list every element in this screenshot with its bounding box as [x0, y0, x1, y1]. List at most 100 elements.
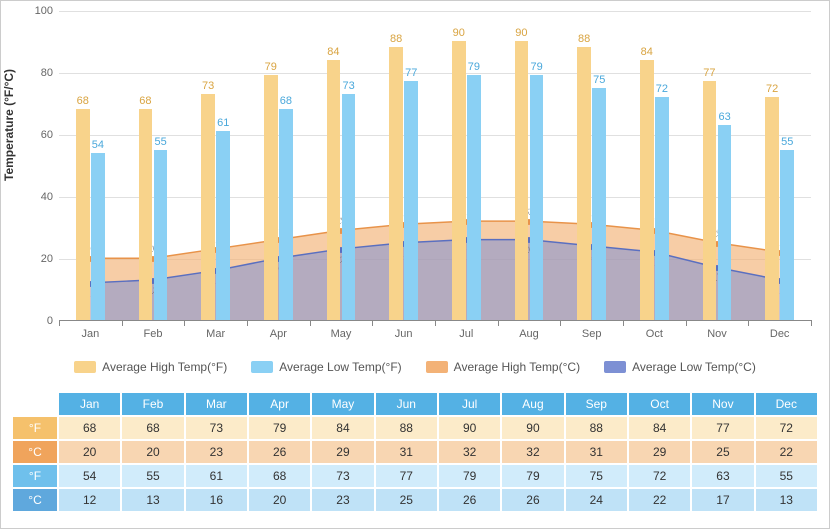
table-header-cell: Oct [629, 393, 690, 415]
table-header-cell: Aug [502, 393, 563, 415]
bar-value-label: 90 [506, 27, 536, 39]
bar-low_f [530, 75, 544, 320]
bar-value-label: 88 [569, 33, 599, 45]
legend-item: Average Low Temp(°C) [604, 359, 756, 374]
gridline [59, 11, 811, 12]
table-row-head: °C [13, 441, 57, 463]
area-line-high_c [90, 221, 779, 258]
bar-low_f [404, 81, 418, 320]
bar-value-label: 88 [381, 33, 411, 45]
bar-value-label: 68 [271, 95, 301, 107]
table-cell: 26 [249, 441, 310, 463]
bar-high_f [264, 75, 278, 320]
bar-low_f [342, 94, 356, 320]
table-cell: 20 [122, 441, 183, 463]
chart-region: Temperature (°F/°C) 020406080100JanFebMa… [1, 1, 829, 361]
table-cell: 79 [249, 417, 310, 439]
table-cell: 84 [312, 417, 373, 439]
table-cell: 84 [629, 417, 690, 439]
xtick [623, 320, 624, 326]
table-cell: 13 [122, 489, 183, 511]
table-cell: 73 [312, 465, 373, 487]
bar-high_f [515, 41, 529, 320]
bar-low_f [467, 75, 481, 320]
table-header-cell: Jul [439, 393, 500, 415]
table-row-head: °C [13, 489, 57, 511]
table-cell: 88 [566, 417, 627, 439]
bar-value-label: 73 [193, 80, 223, 92]
legend-item: Average High Temp(°F) [74, 359, 227, 374]
bar-low_f [216, 131, 230, 320]
plot-area: 020406080100JanFebMarAprMayJunJulAugSepO… [59, 11, 811, 321]
table-header-cell: Jan [59, 393, 120, 415]
table-row: °F686873798488909088847772 [13, 417, 817, 439]
bar-value-label: 55 [772, 136, 802, 148]
table-cell: 55 [756, 465, 817, 487]
xtick [372, 320, 373, 326]
bar-low_f [718, 125, 732, 320]
legend-swatch [604, 361, 626, 373]
xtick [560, 320, 561, 326]
table-header-cell: Dec [756, 393, 817, 415]
table-header-cell: Jun [376, 393, 437, 415]
xcat-label: Apr [270, 320, 287, 340]
bar-low_f [279, 109, 293, 320]
area-layer [59, 11, 811, 320]
ytick-label: 80 [41, 67, 59, 79]
bar-low_f [91, 153, 105, 320]
xtick [59, 320, 60, 326]
xcat-label: Nov [707, 320, 727, 340]
bar-value-label: 68 [130, 95, 160, 107]
bar-value-label: 77 [694, 67, 724, 79]
legend-label: Average Low Temp(°C) [632, 360, 756, 374]
legend-swatch [426, 361, 448, 373]
area-line-low_c [90, 240, 779, 283]
table-cell: 13 [756, 489, 817, 511]
legend-label: Average High Temp(°F) [102, 360, 227, 374]
table-cell: 29 [629, 441, 690, 463]
area-high_c [90, 221, 779, 320]
table-cell: 77 [692, 417, 753, 439]
ytick-label: 60 [41, 129, 59, 141]
bar-high_f [640, 60, 654, 320]
xcat-label: Oct [646, 320, 663, 340]
xtick [122, 320, 123, 326]
xcat-label: Jan [81, 320, 99, 340]
legend-item: Average High Temp(°C) [426, 359, 580, 374]
chart-container: Temperature (°F/°C) 020406080100JanFebMa… [0, 0, 830, 529]
table-cell: 20 [59, 441, 120, 463]
table-cell: 25 [376, 489, 437, 511]
legend-label: Average High Temp(°C) [454, 360, 580, 374]
legend-swatch [251, 361, 273, 373]
legend-item: Average Low Temp(°F) [251, 359, 401, 374]
table-cell: 90 [502, 417, 563, 439]
table-cell: 23 [312, 489, 373, 511]
xcat-label: Mar [206, 320, 225, 340]
table-cell: 90 [439, 417, 500, 439]
table-cell: 32 [439, 441, 500, 463]
table-cell: 22 [629, 489, 690, 511]
table-header-cell: May [312, 393, 373, 415]
y-axis-label: Temperature (°F/°C) [2, 69, 16, 181]
table-row-head: °F [13, 417, 57, 439]
table-cell: 32 [502, 441, 563, 463]
table-cell: 25 [692, 441, 753, 463]
bar-high_f [389, 47, 403, 320]
xcat-label: Jul [459, 320, 473, 340]
table-cell: 63 [692, 465, 753, 487]
table-cell: 79 [439, 465, 500, 487]
table-cell: 68 [249, 465, 310, 487]
table-cell: 17 [692, 489, 753, 511]
xcat-label: Jun [395, 320, 413, 340]
legend-label: Average Low Temp(°F) [279, 360, 401, 374]
table-cell: 31 [376, 441, 437, 463]
bar-high_f [765, 97, 779, 320]
bar-low_f [655, 97, 669, 320]
bar-value-label: 54 [83, 139, 113, 151]
table-header-row: JanFebMarAprMayJunJulAugSepOctNovDec [13, 393, 817, 415]
table-cell: 26 [439, 489, 500, 511]
xtick [310, 320, 311, 326]
bar-high_f [577, 47, 591, 320]
bar-value-label: 61 [208, 117, 238, 129]
table-cell: 24 [566, 489, 627, 511]
